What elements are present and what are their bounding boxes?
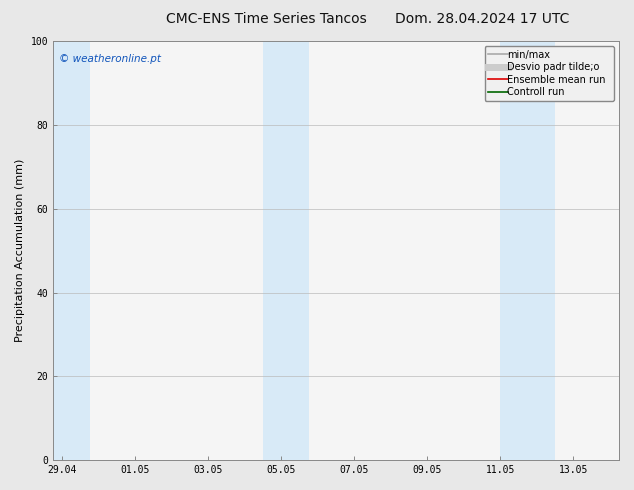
Text: CMC-ENS Time Series Tancos: CMC-ENS Time Series Tancos [166,12,366,26]
Text: © weatheronline.pt: © weatheronline.pt [59,53,160,64]
Bar [53,41,89,460]
Bar [263,41,309,460]
Y-axis label: Precipitation Accumulation (mm): Precipitation Accumulation (mm) [15,159,25,343]
Legend: min/max, Desvio padr tilde;o, Ensemble mean run, Controll run: min/max, Desvio padr tilde;o, Ensemble m… [484,46,614,101]
Bar [500,41,555,460]
Text: Dom. 28.04.2024 17 UTC: Dom. 28.04.2024 17 UTC [394,12,569,26]
